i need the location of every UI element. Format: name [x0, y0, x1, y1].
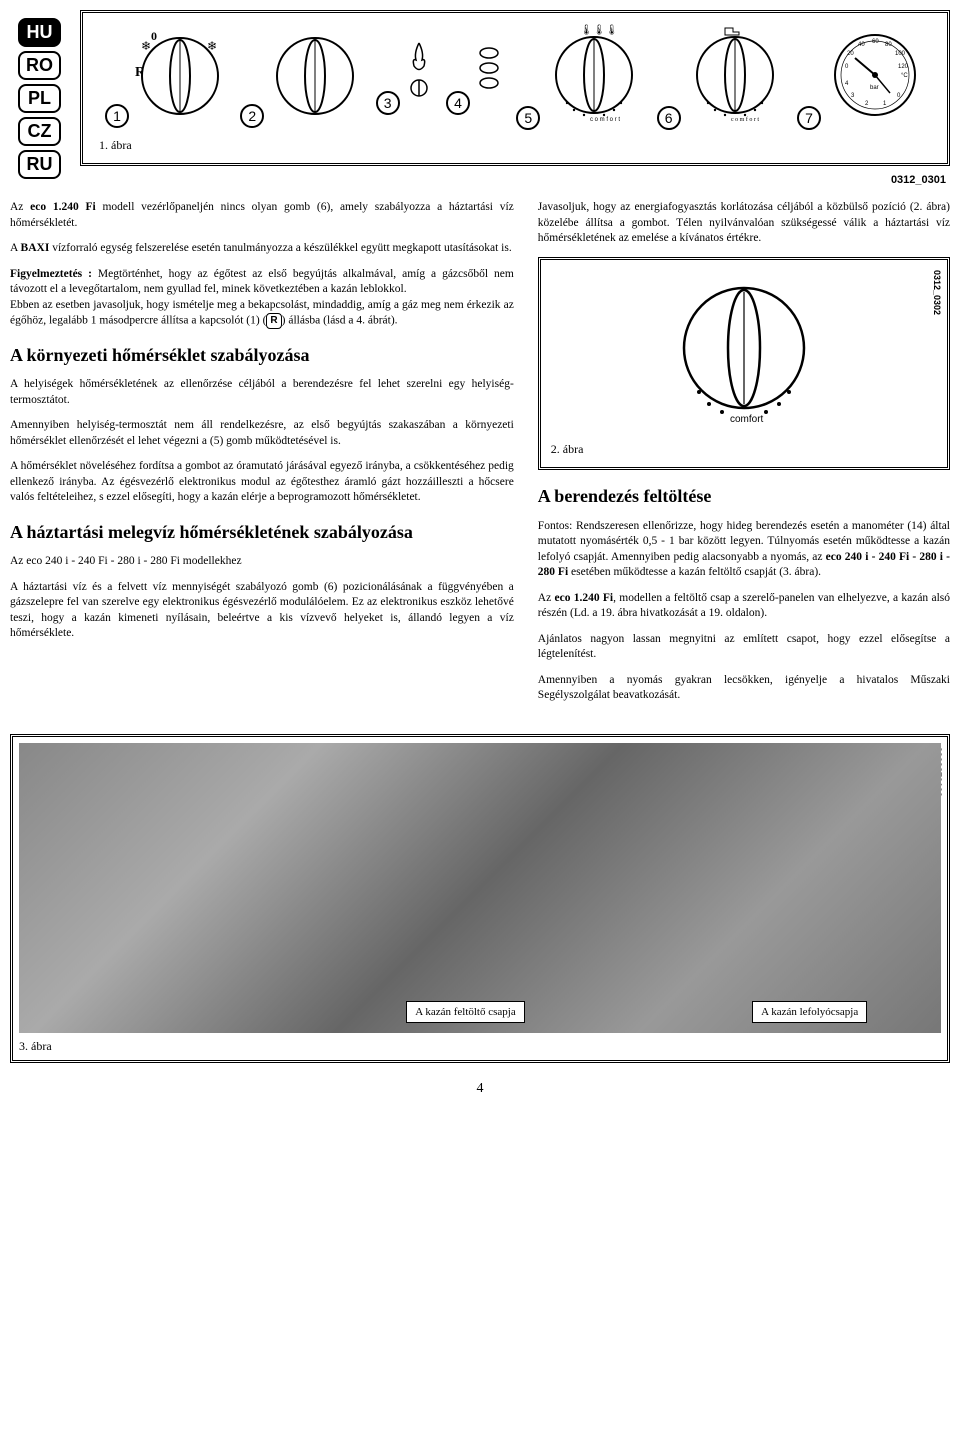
dial-2: 2 — [240, 26, 363, 132]
fill-para-4: Amennyiben a nyomás gyakran lecsökken, i… — [538, 673, 950, 704]
lang-badge-pl: PL — [18, 84, 61, 113]
text: Az — [10, 201, 30, 213]
comfort-dial-icon: 🌡🌡🌡 c o m f o r t — [544, 23, 644, 123]
control-panel-figure: 1 0 R ❄ ❄ 2 3 — [80, 10, 950, 166]
heading-filling: A berendezés feltöltése — [538, 484, 950, 508]
dial-number: 1 — [105, 104, 129, 128]
text: ) állásba (lásd a 4. ábrát). — [282, 314, 398, 326]
figure-1-label: 1. ábra — [99, 138, 935, 153]
svg-text:c o m f o r t: c o m f o r t — [731, 116, 759, 123]
pressure-gauge-icon: 0 20 40 60 80 100 120 °C bar 4 3 2 1 0 — [825, 23, 925, 123]
figure-3-label: 3. ábra — [19, 1039, 941, 1054]
fill-para-3: Ajánlatos nagyon lassan megnyitni az eml… — [538, 632, 950, 663]
dial-number: 3 — [376, 91, 400, 115]
comfort-dial-large-icon: comfort — [664, 270, 824, 430]
heading-env-temp: A környezeti hőmérséklet szabályozása — [10, 343, 514, 367]
svg-text:🌡🌡🌡: 🌡🌡🌡 — [580, 24, 618, 36]
figure-2-code: 0312_0302 — [931, 270, 943, 315]
text: Az — [538, 592, 555, 604]
figure-2-box: 0312_0302 comfort 2. ábra — [538, 257, 950, 471]
svg-text:c o m f o r t: c o m f o r t — [590, 117, 620, 123]
model-name: eco 1.240 Fi — [30, 201, 96, 213]
boiler-photo: A kazán feltöltő csapja A kazán lefolyóc… — [19, 743, 941, 1033]
intro-para-1: Az eco 1.240 Fi modell vezérlőpaneljén n… — [10, 200, 514, 231]
svg-text:60: 60 — [872, 39, 879, 45]
body-content: Az eco 1.240 Fi modell vezérlőpaneljén n… — [10, 200, 950, 714]
flame-icon — [404, 38, 434, 108]
env-para-3: A hőmérséklet növeléséhez fordítsa a gom… — [10, 459, 514, 506]
brand-name: BAXI — [21, 242, 50, 254]
dial-1: 1 0 R ❄ ❄ — [105, 26, 228, 132]
lang-badge-cz: CZ — [18, 117, 61, 146]
dial-number: 6 — [657, 106, 681, 130]
svg-text:20: 20 — [847, 51, 854, 57]
dial-number: 5 — [516, 106, 540, 130]
tap-dial-icon: c o m f o r t — [685, 23, 785, 123]
led-stack-icon — [474, 38, 504, 108]
env-para-1: A helyiségek hőmérsékletének az ellenőrz… — [10, 377, 514, 408]
fill-para-2: Az eco 1.240 Fi, modellen a feltöltő csa… — [538, 591, 950, 622]
right-column: Javasoljuk, hogy az energiafogyasztás ko… — [538, 200, 950, 714]
warning-label: Figyelmeztetés : — [10, 268, 98, 280]
svg-text:40: 40 — [858, 42, 865, 48]
dhw-para-1: A háztartási víz és a felvett víz mennyi… — [10, 580, 514, 642]
figure-2-label: 2. ábra — [551, 441, 937, 457]
svg-text:bar: bar — [870, 85, 879, 91]
svg-text:0: 0 — [151, 29, 157, 43]
svg-text:comfort: comfort — [730, 414, 764, 425]
gauge-7: 7 0 20 40 60 80 100 120 °C bar 4 3 2 — [797, 23, 925, 134]
svg-text:80: 80 — [885, 42, 892, 48]
indicator-3: 3 — [376, 38, 434, 119]
svg-text:100: 100 — [895, 51, 906, 57]
advice-para: Javasoljuk, hogy az energiafogyasztás ko… — [538, 200, 950, 247]
dial-5: 5 🌡🌡🌡 c o m f o r t — [516, 23, 644, 134]
dial-icon: 0 R ❄ ❄ — [133, 26, 228, 121]
svg-text:°C: °C — [901, 73, 908, 79]
svg-text:❄: ❄ — [141, 39, 151, 53]
callout-drain-tap: A kazán lefolyócsapja — [752, 1001, 867, 1023]
indicator-4: 4 — [446, 38, 504, 119]
figure-1-code: 0312_0301 — [10, 174, 946, 186]
dial-6: 6 c o m f o r t — [657, 23, 785, 134]
dial-number: 2 — [240, 104, 264, 128]
dhw-subtitle: Az eco 240 i - 240 Fi - 280 i - 280 Fi m… — [10, 554, 514, 570]
svg-text:120: 120 — [898, 64, 909, 70]
fill-para-1: Fontos: Rendszeresen ellenőrizze, hogy h… — [538, 519, 950, 581]
model-name: eco 1.240 Fi — [555, 592, 614, 604]
lang-badge-ro: RO — [18, 51, 61, 80]
warning-para: Figyelmeztetés : Megtörténhet, hogy az é… — [10, 267, 514, 329]
text: esetében működtesse a kazán feltöltő csa… — [568, 566, 821, 578]
language-badge-list: HU RO PL CZ RU — [18, 18, 61, 179]
lang-badge-hu: HU — [18, 18, 61, 47]
lang-badge-ru: RU — [18, 150, 61, 179]
heading-dhw-temp: A háztartási melegvíz hőmérsékletének sz… — [10, 520, 514, 544]
intro-para-2: A BAXI vízforraló egység felszerelése es… — [10, 241, 514, 257]
left-column: Az eco 1.240 Fi modell vezérlőpaneljén n… — [10, 200, 514, 714]
dial-icon — [268, 26, 363, 121]
reset-icon: R — [266, 313, 281, 329]
page-number: 4 — [10, 1081, 950, 1097]
text: A — [10, 242, 21, 254]
figure-3-box: 9909270100 A kazán feltöltő csapja A kaz… — [10, 734, 950, 1063]
env-para-2: Amennyiben helyiség-termosztát nem áll r… — [10, 418, 514, 449]
text: Ebben az esetben javasoljuk, hogy isméte… — [10, 299, 514, 327]
text: vízforraló egység felszerelése esetén ta… — [49, 242, 511, 254]
dial-number: 4 — [446, 91, 470, 115]
callout-fill-tap: A kazán feltöltő csapja — [406, 1001, 525, 1023]
dial-number: 7 — [797, 106, 821, 130]
